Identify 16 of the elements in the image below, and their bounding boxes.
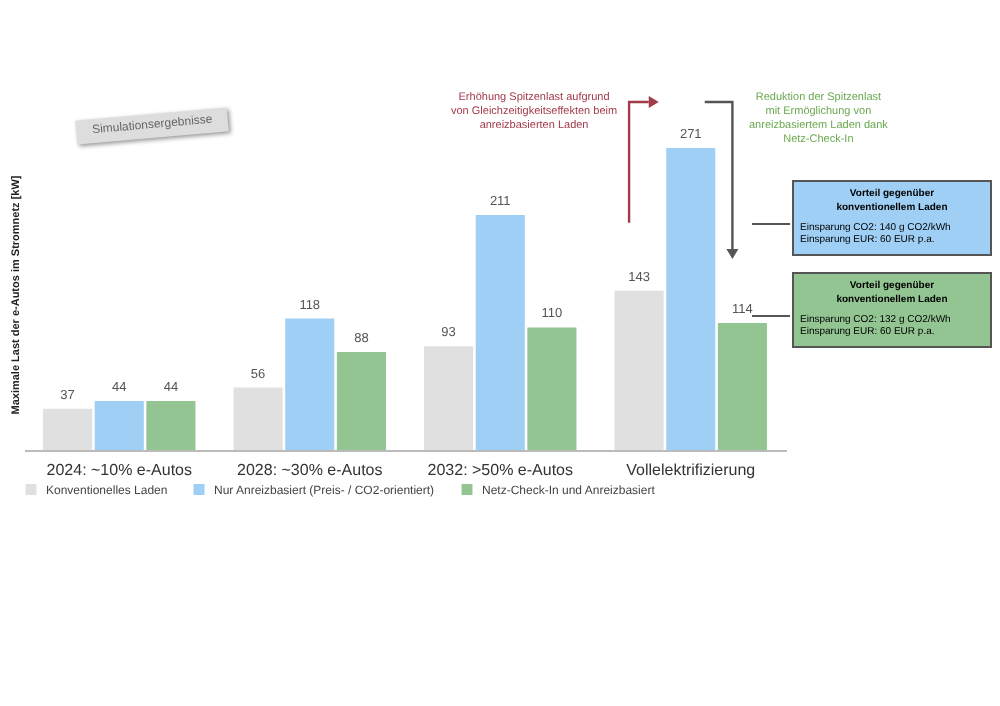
- x-tick-label: 2032: >50% e-Autos: [427, 461, 573, 479]
- bar: [527, 327, 577, 450]
- bar: [475, 214, 525, 450]
- bar: [666, 148, 716, 450]
- bar: [285, 318, 335, 450]
- bar: [424, 346, 474, 450]
- bar: [43, 408, 93, 450]
- bar: [614, 290, 664, 450]
- x-tick-label: 2024: ~10% e-Autos: [46, 461, 192, 479]
- x-tick-label: Vollelektrifizierung: [626, 461, 756, 479]
- bar: [717, 322, 767, 450]
- bar: [336, 351, 386, 450]
- bar: [146, 400, 196, 450]
- x-tick-label: 2028: ~30% e-Autos: [237, 461, 383, 479]
- bar: [233, 387, 283, 450]
- bar: [94, 400, 144, 450]
